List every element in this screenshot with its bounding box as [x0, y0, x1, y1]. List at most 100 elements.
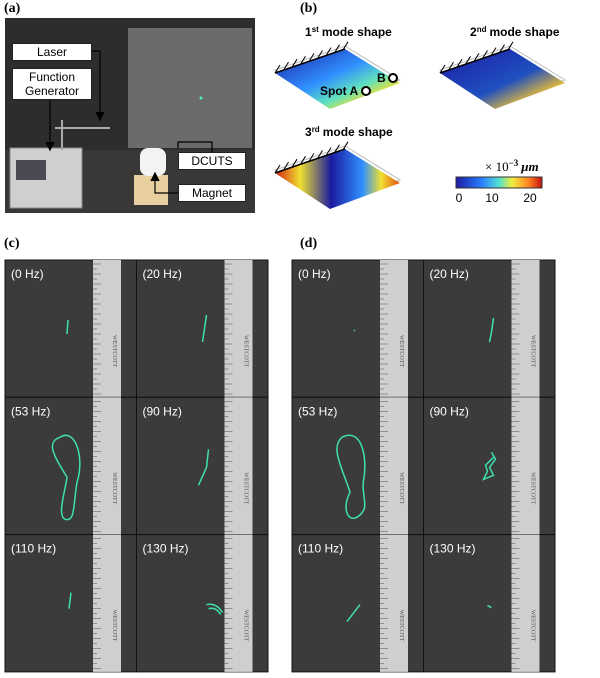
mode-shape: [273, 141, 402, 209]
setup-arrows: [45, 50, 213, 194]
ruler-brand: WESTCOTT: [530, 472, 536, 504]
clamp-hatch: [499, 44, 505, 53]
frame-label: (53 Hz): [11, 404, 50, 418]
frame-label: (90 Hz): [143, 404, 182, 418]
ruler-brand: WESTCOTT: [111, 472, 117, 504]
laser-trace: [66, 319, 69, 335]
ruler-brand: WESTCOTT: [398, 610, 404, 642]
clamp-hatch: [473, 53, 480, 62]
setup-label: Function Generator: [12, 68, 92, 100]
clamp-hatch: [465, 56, 471, 65]
mode-shape: [438, 41, 567, 109]
setup-label: Magnet: [178, 184, 246, 202]
clamp-hatch: [317, 150, 323, 159]
colorbar-tick: 20: [523, 191, 537, 205]
ruler: [380, 397, 408, 535]
mode-suffix: rd: [312, 125, 320, 134]
spot-marker: [388, 73, 398, 83]
ruler-brand: WESTCOTT: [243, 610, 249, 642]
ruler-brand: WESTCOTT: [530, 610, 536, 642]
frame-label: (130 Hz): [430, 542, 476, 556]
clamp-hatch: [325, 147, 332, 156]
ruler: [380, 534, 408, 672]
clamp-edge: [274, 48, 346, 74]
mode-suffix: st: [312, 25, 319, 34]
clamp-hatch: [274, 164, 281, 174]
clamp-hatch: [490, 47, 497, 56]
clamp-hatch: [482, 50, 488, 59]
clamp-hatch: [283, 61, 289, 71]
laser-trace: [353, 329, 356, 332]
mode-number: 2: [470, 25, 477, 39]
unit-name: μm: [520, 159, 538, 174]
clamp-hatch: [291, 58, 298, 68]
ruler: [511, 534, 540, 672]
laser-trace: [481, 451, 497, 481]
clamp-edge: [274, 148, 346, 174]
frame-label: (130 Hz): [143, 542, 189, 556]
ruler: [224, 260, 253, 398]
frame-label: (53 Hz): [298, 404, 337, 418]
clamp-hatch: [283, 161, 289, 171]
frame-label: (0 Hz): [11, 267, 44, 281]
laser-trace: [68, 592, 72, 609]
clamp-hatch: [291, 158, 298, 168]
frame-label: (20 Hz): [430, 267, 469, 281]
frame-label: (90 Hz): [430, 404, 469, 418]
ruler-brand: WESTCOTT: [243, 335, 249, 367]
clamp-hatch: [439, 64, 446, 74]
laser-trace: [487, 604, 492, 609]
clamp-hatch: [308, 53, 315, 62]
panel-label: (c): [4, 236, 20, 251]
ruler: [93, 260, 121, 398]
clamp-hatch: [456, 58, 463, 68]
mode-number: 1: [305, 25, 312, 39]
unit-exponent: −3: [509, 158, 519, 168]
clamp-hatch: [342, 41, 349, 51]
clamp-hatch: [317, 50, 323, 59]
frame-label: (0 Hz): [298, 267, 331, 281]
mode-label: mode shape: [489, 25, 559, 39]
laser-trace: [346, 604, 361, 623]
frame-label: (110 Hz): [298, 542, 343, 556]
panel-label: (d): [300, 236, 318, 251]
plate: [275, 149, 400, 209]
colorbar-tick: 0: [456, 191, 463, 205]
ruler-brand: WESTCOTT: [398, 472, 404, 504]
ruler: [93, 534, 121, 672]
colorbar-unit: × 10−3 μm: [485, 158, 539, 174]
laser-trace: [336, 434, 366, 520]
ruler-brand: WESTCOTT: [111, 610, 117, 642]
clamp-hatch: [342, 141, 349, 151]
ruler-brand: WESTCOTT: [530, 335, 536, 367]
clamp-hatch: [448, 61, 454, 71]
colorbar: [455, 176, 543, 189]
mode-label: mode shape: [323, 125, 393, 139]
plate: [440, 49, 565, 109]
ruler: [93, 397, 121, 535]
ruler: [511, 260, 540, 398]
clamp-hatch: [300, 156, 306, 165]
mode-suffix: nd: [477, 25, 487, 34]
mode-title: 1st mode shape: [305, 25, 392, 40]
ruler: [511, 397, 540, 535]
laser-trace: [488, 317, 495, 343]
unit-prefix: × 10: [485, 159, 509, 174]
laser-trace: [51, 434, 81, 521]
clamp-hatch: [274, 64, 281, 74]
laser-trace: [206, 603, 224, 615]
panel-label: (b): [300, 1, 318, 16]
mode-number: 3: [305, 125, 312, 139]
ruler-brand: WESTCOTT: [243, 472, 249, 504]
panel-label: (a): [4, 1, 21, 16]
setup-label: Laser: [12, 43, 92, 61]
clamp-hatch: [300, 56, 306, 65]
setup-label: DCUTS: [178, 152, 246, 170]
clamp-hatch: [325, 47, 332, 56]
mode-title: 3rd mode shape: [305, 125, 393, 140]
mode-label: mode shape: [322, 25, 392, 39]
clamp-hatch: [334, 44, 340, 53]
frame-label: (110 Hz): [11, 542, 56, 556]
